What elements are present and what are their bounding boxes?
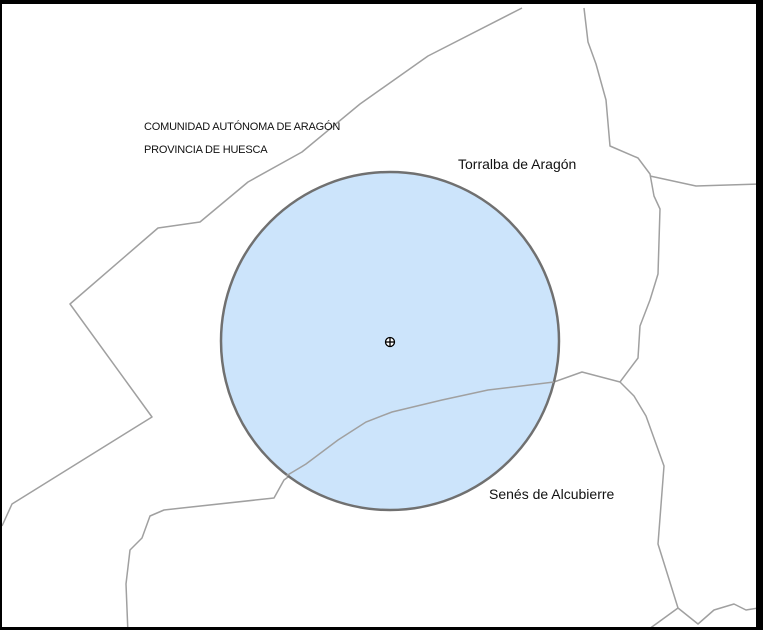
place-label-torralba[interactable]: Torralba de Aragón: [458, 156, 577, 172]
municipal-boundary-northwest: [2, 7, 523, 527]
place-label-senes[interactable]: Senés de Alcubierre: [489, 486, 615, 502]
municipal-boundary-southeast: [650, 607, 679, 627]
municipal-boundary-northeast: [583, 7, 661, 383]
municipal-boundary-through-buffer: [285, 381, 555, 477]
map-canvas: [2, 7, 756, 627]
community-label: COMUNIDAD AUTÓNOMA DE ARAGÓN: [144, 121, 341, 133]
municipal-boundary-east: [649, 175, 756, 187]
province-label: PROVINCIA DE HUESCA: [144, 144, 268, 156]
crosshair-circle-icon[interactable]: [384, 336, 396, 348]
